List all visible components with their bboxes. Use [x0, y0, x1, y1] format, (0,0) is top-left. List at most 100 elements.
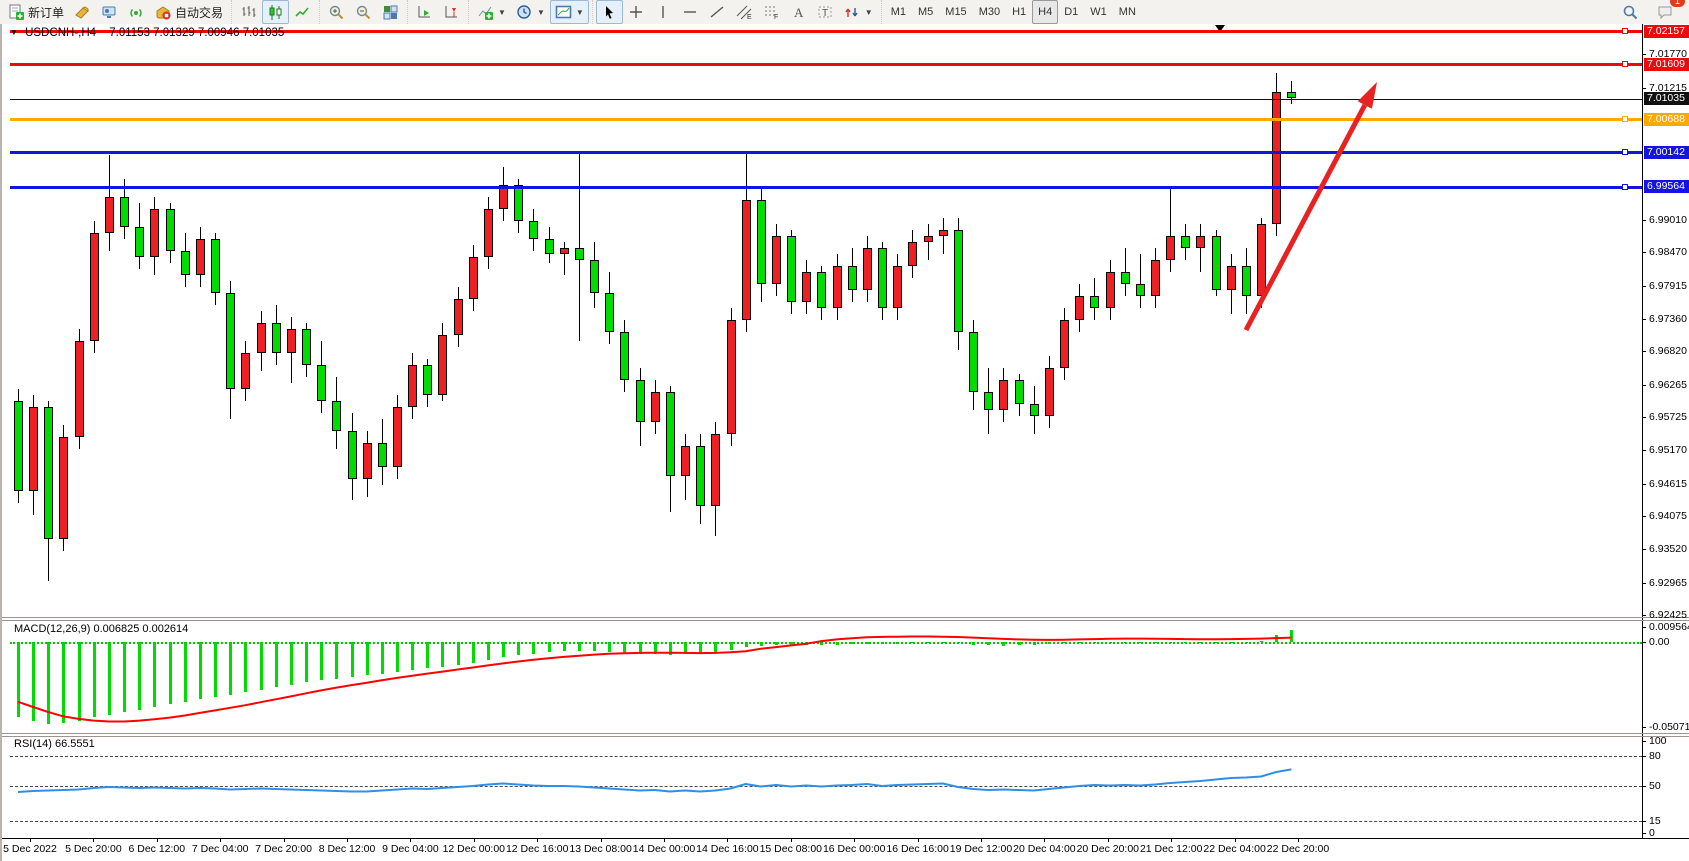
- timeframe-m15-label: M15: [945, 6, 967, 18]
- dropdown-caret-icon[interactable]: ▼: [575, 7, 584, 17]
- autotrading-button[interactable]: 自动交易: [150, 0, 228, 24]
- support-line-1[interactable]: [10, 151, 1642, 155]
- text-button[interactable]: A: [785, 0, 812, 24]
- macd-histogram-bar: [411, 642, 415, 671]
- crosshair-button[interactable]: [623, 0, 650, 24]
- signals-icon: [128, 4, 145, 21]
- indicators-button[interactable]: ▼: [472, 0, 511, 24]
- symbol-dropdown-icon[interactable]: ▼: [10, 28, 18, 37]
- candle: [984, 391, 994, 410]
- macd-histogram-bar: [350, 642, 354, 678]
- trendline-button[interactable]: [704, 0, 731, 24]
- candle: [1226, 265, 1236, 290]
- tile-windows-button[interactable]: [377, 0, 404, 24]
- horizontal-line-button[interactable]: [677, 0, 704, 24]
- candle: [1151, 259, 1160, 296]
- macd-tick: [1642, 627, 1646, 628]
- timeframe-mn[interactable]: MN: [1113, 0, 1142, 24]
- macd-histogram-bar: [229, 642, 233, 695]
- candle: [453, 298, 463, 335]
- line-chart-button[interactable]: [289, 0, 316, 24]
- chart-shift-button[interactable]: [438, 0, 465, 24]
- candle: [150, 208, 160, 257]
- resistance-line-1[interactable]: [10, 30, 1642, 34]
- timeframe-h4[interactable]: H4: [1032, 0, 1059, 24]
- bar-chart-button[interactable]: [235, 0, 262, 24]
- search-button[interactable]: [1617, 0, 1644, 24]
- resistance-line-2-price-label: 7.01609: [1644, 57, 1689, 71]
- pane-separator[interactable]: [2, 617, 1689, 621]
- candle: [1135, 283, 1145, 296]
- text-label-button[interactable]: T: [812, 0, 839, 24]
- time-axis-label: 9 Dec 04:00: [382, 843, 439, 855]
- price-tick-label: 6.96265: [1649, 378, 1687, 391]
- new-order-button[interactable]: 新订单: [3, 0, 69, 24]
- vertical-line-button[interactable]: [650, 0, 677, 24]
- orange-level-line-handle[interactable]: [1622, 116, 1628, 123]
- support-line-2[interactable]: [10, 185, 1642, 189]
- price-tick-label: 6.97915: [1649, 279, 1687, 292]
- chat-button[interactable]: 1: [1652, 0, 1685, 24]
- signals-button[interactable]: [123, 0, 150, 24]
- dropdown-caret-icon[interactable]: ▼: [536, 7, 545, 17]
- clock-icon: [516, 4, 533, 21]
- candle-wick: [1139, 253, 1141, 308]
- rsi-tick-label: 0: [1649, 827, 1655, 839]
- candlestick-chart-button[interactable]: [262, 0, 290, 24]
- timeframe-w1[interactable]: W1: [1084, 0, 1113, 24]
- candle: [1257, 223, 1267, 296]
- zoom-out-button[interactable]: [350, 0, 377, 24]
- autotrading-icon: [155, 4, 172, 21]
- time-tick: [283, 838, 285, 842]
- pane-separator[interactable]: [2, 733, 1689, 737]
- macd-histogram-bar: [244, 642, 248, 693]
- current-price-line[interactable]: [10, 98, 1642, 100]
- resistance-line-2[interactable]: [10, 63, 1642, 67]
- template-icon: [555, 4, 572, 21]
- timeframe-m15[interactable]: M15: [939, 0, 972, 24]
- dropdown-caret-icon[interactable]: ▼: [498, 7, 506, 17]
- rsi-tick: [1642, 756, 1646, 757]
- timeframe-m1[interactable]: M1: [885, 0, 912, 24]
- macd-histogram-bar: [274, 642, 278, 688]
- timeframe-d1[interactable]: D1: [1058, 0, 1084, 24]
- candle: [347, 430, 357, 479]
- chart-shift-marker[interactable]: [1215, 25, 1225, 32]
- support-line-2-handle[interactable]: [1622, 183, 1628, 190]
- timeframe-mn-label: MN: [1118, 6, 1136, 18]
- macd-histogram-bar: [214, 642, 218, 697]
- trend-arrow-line[interactable]: [1243, 103, 1368, 332]
- resistance-line-2-handle[interactable]: [1622, 61, 1628, 68]
- macd-histogram-bar: [17, 642, 20, 718]
- fibonacci-button[interactable]: F: [758, 0, 785, 24]
- candle: [817, 271, 827, 308]
- dropdown-caret-icon[interactable]: ▼: [864, 7, 873, 17]
- candle: [969, 331, 979, 392]
- channel-button[interactable]: E: [731, 0, 758, 24]
- macd-indicator-label: MACD(12,26,9) 0.006825 0.002614: [14, 623, 189, 635]
- support-line-1-handle[interactable]: [1622, 149, 1628, 156]
- time-tick: [917, 838, 919, 842]
- time-tick: [1107, 838, 1109, 842]
- macd-histogram-bar: [320, 642, 324, 681]
- zoom-in-button[interactable]: [323, 0, 350, 24]
- timeframe-m5[interactable]: M5: [912, 0, 939, 24]
- cursor-button[interactable]: [595, 0, 623, 24]
- editor-button[interactable]: [69, 0, 96, 24]
- candle: [165, 208, 175, 251]
- resistance-line-1-handle[interactable]: [1622, 28, 1628, 35]
- orange-level-line[interactable]: [10, 118, 1642, 122]
- toolbar-group: ▼ ▼ ▼: [468, 0, 592, 24]
- time-axis-label: 7 Dec 04:00: [191, 843, 249, 855]
- auto-scroll-button[interactable]: [411, 0, 438, 24]
- timeframe-h1[interactable]: H1: [1006, 0, 1032, 24]
- trend-arrow-head[interactable]: [1357, 82, 1377, 109]
- candle: [408, 364, 418, 407]
- templates-button[interactable]: ▼: [549, 0, 589, 24]
- periods-button[interactable]: ▼: [511, 0, 550, 24]
- macd-histogram-bar: [289, 642, 293, 685]
- tester-button[interactable]: [96, 0, 123, 24]
- macd-histogram-bar: [198, 642, 202, 700]
- arrows-button[interactable]: ▼: [839, 0, 878, 24]
- timeframe-m30[interactable]: M30: [973, 0, 1006, 24]
